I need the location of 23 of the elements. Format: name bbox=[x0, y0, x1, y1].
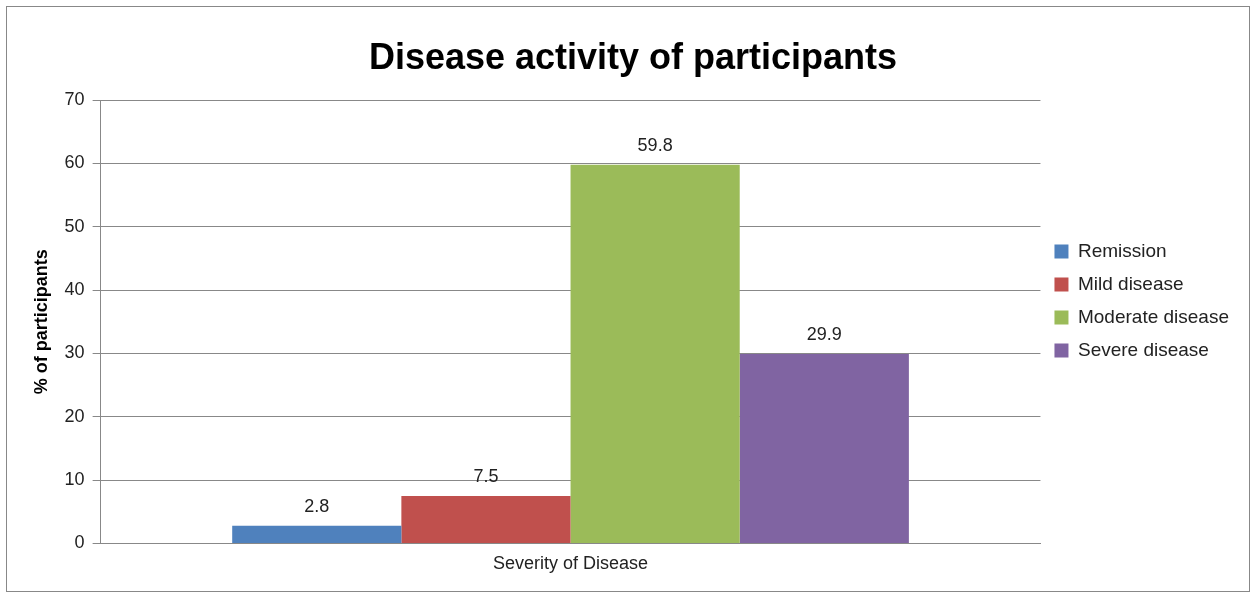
y-tick-label: 40 bbox=[64, 279, 85, 300]
y-tick-label: 30 bbox=[64, 342, 85, 363]
legend-label: Severe disease bbox=[1077, 338, 1209, 360]
y-tick-label: 60 bbox=[64, 152, 85, 173]
legend-label: Remission bbox=[1077, 239, 1167, 261]
y-tick-label: 10 bbox=[64, 469, 85, 490]
legend-label: Mild disease bbox=[1077, 272, 1184, 294]
y-tick-label: 0 bbox=[74, 532, 85, 553]
bar bbox=[739, 354, 909, 543]
data-label: 29.9 bbox=[806, 324, 842, 345]
data-label: 2.8 bbox=[304, 495, 330, 516]
data-label: 59.8 bbox=[637, 134, 673, 155]
data-label: 7.5 bbox=[473, 465, 499, 486]
bar bbox=[570, 164, 740, 543]
y-tick-label: 20 bbox=[64, 405, 85, 426]
y-tick-label: 50 bbox=[64, 215, 85, 236]
y-axis-title: % of participants bbox=[30, 249, 51, 395]
legend-label: Moderate disease bbox=[1077, 305, 1230, 327]
chart-title: Disease activity of participants bbox=[368, 35, 898, 77]
bar bbox=[401, 495, 571, 543]
bar bbox=[232, 525, 402, 543]
y-tick-label: 70 bbox=[64, 89, 85, 110]
x-tick-label: Severity of Disease bbox=[493, 553, 649, 574]
